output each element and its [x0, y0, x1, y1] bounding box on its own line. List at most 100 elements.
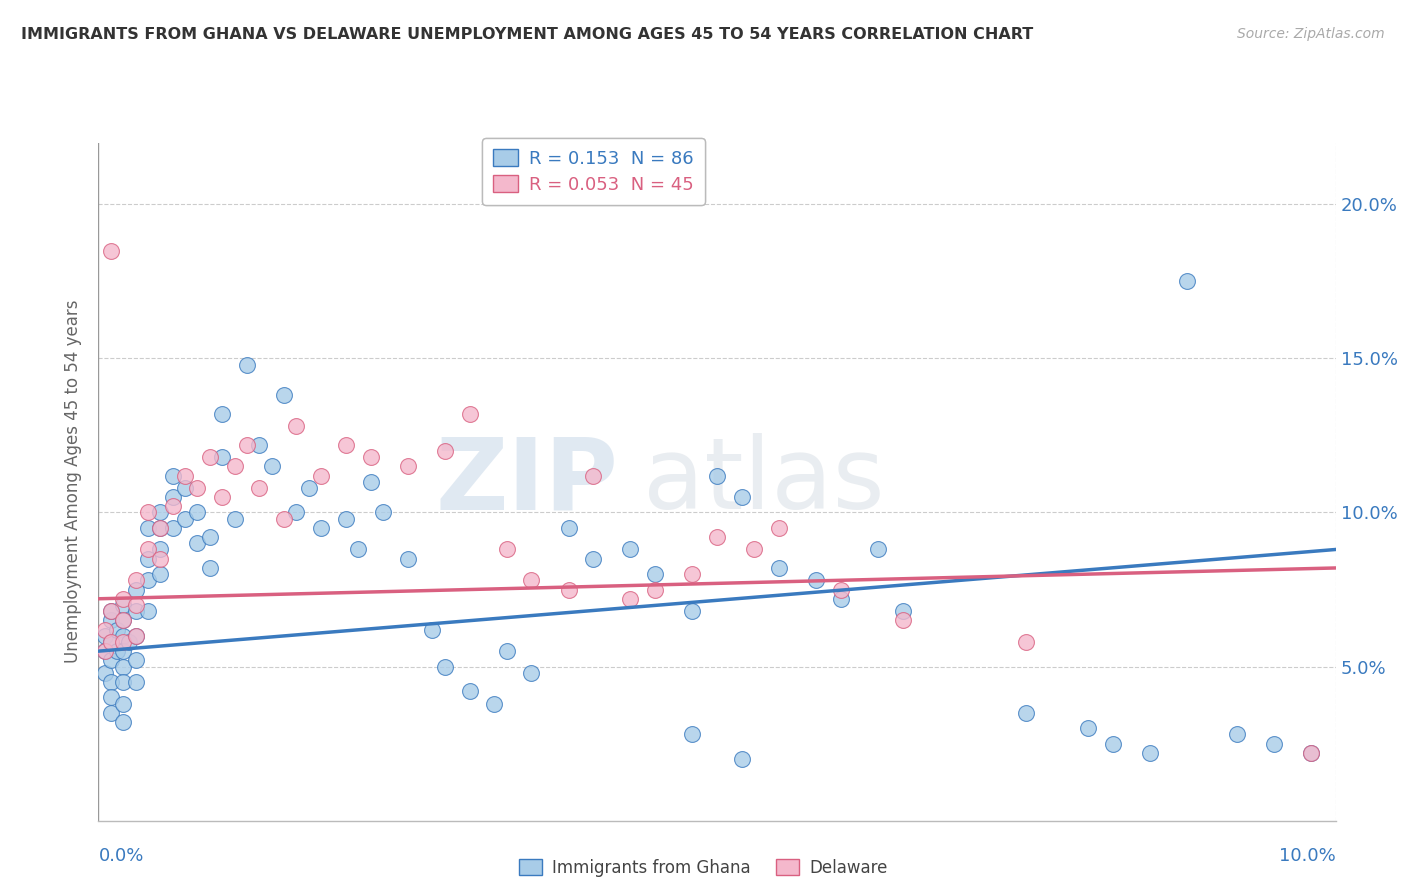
Point	[891, 613, 914, 627]
Point	[105, 623, 128, 637]
Point	[149, 521, 172, 535]
Point	[100, 613, 122, 627]
Point	[112, 635, 135, 649]
Point	[198, 561, 221, 575]
Point	[520, 574, 543, 588]
Point	[100, 690, 122, 705]
Point	[1015, 635, 1038, 649]
Point	[100, 604, 122, 618]
Point	[804, 574, 827, 588]
Point	[371, 506, 394, 520]
Point	[100, 635, 122, 649]
Point	[112, 659, 135, 673]
Point	[298, 481, 321, 495]
Point	[1299, 746, 1322, 760]
Point	[644, 567, 666, 582]
Point	[112, 629, 135, 643]
Point	[681, 604, 703, 618]
Point	[93, 644, 115, 658]
Point	[360, 450, 382, 464]
Point	[520, 665, 543, 680]
Point	[112, 613, 135, 627]
Point	[335, 511, 357, 525]
Point	[224, 459, 246, 474]
Point	[273, 388, 295, 402]
Point	[100, 675, 122, 690]
Point	[484, 697, 506, 711]
Point	[174, 481, 197, 495]
Point	[112, 697, 135, 711]
Point	[124, 582, 146, 597]
Point	[433, 443, 456, 458]
Point	[396, 459, 419, 474]
Point	[124, 604, 146, 618]
Point	[136, 574, 159, 588]
Point	[557, 521, 579, 535]
Point	[1139, 746, 1161, 760]
Point	[706, 468, 728, 483]
Point	[136, 506, 159, 520]
Point	[100, 635, 122, 649]
Point	[112, 644, 135, 658]
Point	[347, 542, 370, 557]
Point	[557, 582, 579, 597]
Point	[731, 752, 754, 766]
Point	[582, 468, 605, 483]
Point	[93, 665, 115, 680]
Point	[433, 659, 456, 673]
Point	[681, 567, 703, 582]
Point	[112, 591, 135, 606]
Point	[285, 506, 308, 520]
Text: Source: ZipAtlas.com: Source: ZipAtlas.com	[1237, 27, 1385, 41]
Point	[360, 475, 382, 489]
Point	[162, 468, 184, 483]
Text: 10.0%: 10.0%	[1279, 847, 1336, 865]
Point	[100, 244, 122, 258]
Point	[100, 706, 122, 720]
Point	[149, 506, 172, 520]
Point	[112, 598, 135, 612]
Point	[100, 653, 122, 667]
Point	[422, 623, 444, 637]
Text: atlas: atlas	[643, 434, 884, 530]
Point	[186, 536, 208, 550]
Point	[124, 675, 146, 690]
Point	[162, 490, 184, 504]
Point	[891, 604, 914, 618]
Point	[731, 490, 754, 504]
Point	[1299, 746, 1322, 760]
Point	[124, 629, 146, 643]
Point	[247, 481, 270, 495]
Point	[124, 598, 146, 612]
Point	[236, 438, 259, 452]
Point	[198, 450, 221, 464]
Point	[93, 629, 115, 643]
Point	[211, 450, 233, 464]
Point	[247, 438, 270, 452]
Point	[136, 604, 159, 618]
Point	[830, 591, 852, 606]
Point	[495, 644, 517, 658]
Point	[198, 530, 221, 544]
Point	[174, 468, 197, 483]
Point	[285, 419, 308, 434]
Y-axis label: Unemployment Among Ages 45 to 54 years: Unemployment Among Ages 45 to 54 years	[65, 300, 83, 664]
Point	[619, 591, 641, 606]
Point	[1077, 721, 1099, 735]
Point	[162, 500, 184, 514]
Point	[495, 542, 517, 557]
Legend: R = 0.153  N = 86, R = 0.053  N = 45: R = 0.153 N = 86, R = 0.053 N = 45	[482, 138, 704, 204]
Point	[93, 644, 115, 658]
Point	[582, 551, 605, 566]
Point	[211, 407, 233, 421]
Point	[768, 521, 790, 535]
Point	[273, 511, 295, 525]
Point	[105, 644, 128, 658]
Point	[706, 530, 728, 544]
Point	[149, 542, 172, 557]
Point	[112, 613, 135, 627]
Point	[149, 567, 172, 582]
Point	[136, 551, 159, 566]
Point	[236, 358, 259, 372]
Point	[1175, 274, 1198, 288]
